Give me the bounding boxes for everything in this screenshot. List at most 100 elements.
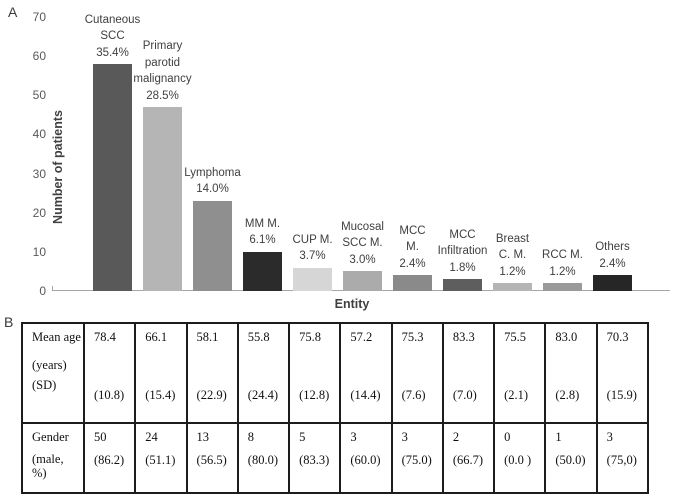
table-cell: 13 (56.5) xyxy=(185,422,239,494)
table-cell: 50 (86.2) xyxy=(82,422,137,494)
table-cell: 58.1 (22.9) xyxy=(185,322,239,424)
bar-chart: Number of patients Entity 0 10 20 30 40 50 60 7… xyxy=(32,10,670,311)
table-cell: 75.3 (7.6) xyxy=(390,322,444,424)
table-cell: 24 (51.1) xyxy=(134,422,188,494)
bar-label-line: 1.8% xyxy=(449,261,476,274)
cell-value: 8 xyxy=(247,430,255,444)
bar-label-line: RCC M. xyxy=(542,249,583,262)
cell-sub-value: (56.5) xyxy=(196,453,227,467)
bar xyxy=(493,283,532,291)
y-axis-tick-label: 60 xyxy=(32,49,46,64)
bar-label-line: MCC xyxy=(449,228,476,241)
bar-label: RCC M. 1.2% xyxy=(513,247,613,280)
bar-label-line: 28.5% xyxy=(146,89,179,102)
cell-value: 5 xyxy=(299,430,306,444)
cell-value: 3 xyxy=(350,430,357,444)
bar-label-line: Primary xyxy=(142,40,183,53)
table-cell: 0 (0.0 ) xyxy=(493,422,547,494)
bar-label-line: C. M. xyxy=(498,249,527,262)
table-cell: 1 (50.0) xyxy=(544,422,598,494)
table-row: Mean age (years) (SD) 78.4 (10.8) 66.1 (15.4) 5… xyxy=(21,322,650,424)
x-axis-origin-tick xyxy=(52,286,53,291)
bar xyxy=(143,107,182,291)
statistics-table: Mean age (years) (SD) 78.4 (10.8) 66.1 (15.4) 5… xyxy=(21,322,650,494)
bar-label-line: 1.2% xyxy=(549,265,576,278)
bar-label-line: 3.7% xyxy=(299,250,326,263)
cell-sub-value: (0.0 ) xyxy=(504,453,532,467)
table-row: Gender (male, %) 50 (86.2) 24 (51.1) 13 (56.5) 8… xyxy=(21,422,650,494)
cell-sub-value: (2.1) xyxy=(504,388,529,402)
bar-label-line: M. xyxy=(406,241,419,254)
bar-label-line: MCC xyxy=(399,224,426,237)
bar-label: Lymphoma 14.0% xyxy=(163,165,263,198)
cell-value: 75.5 xyxy=(504,330,526,344)
x-axis-title: Entity xyxy=(334,297,370,311)
cell-sub-value: (10.8) xyxy=(94,388,125,402)
cell-value: 24 xyxy=(145,430,158,444)
cell-value: 70.3 xyxy=(606,330,629,344)
table-cell: 5 (83.3) xyxy=(288,422,342,494)
bar xyxy=(343,271,382,291)
bar-label: Others 2.4% xyxy=(563,239,663,272)
bar-label-line: 1.2% xyxy=(499,265,526,278)
bar xyxy=(543,283,582,291)
cell-sub-value: (12.8) xyxy=(299,388,330,402)
bar xyxy=(593,275,632,291)
row-header-line: (years) xyxy=(32,358,67,372)
bar-label-line: Infiltration xyxy=(437,245,488,258)
table-cell: 3 (75.0) xyxy=(390,422,444,494)
row-header-line: (male, %) xyxy=(32,452,64,480)
cell-value: 0 xyxy=(504,430,511,444)
cell-sub-value: (2.8) xyxy=(555,388,580,402)
table-cell: 70.3 (15.9) xyxy=(595,322,650,424)
bar-label-line: 14.0% xyxy=(196,183,229,196)
cell-value: 1 xyxy=(555,430,562,444)
bar-label-line: malignancy xyxy=(133,73,192,86)
table-cell: 83.3 (7.0) xyxy=(441,322,496,424)
row-header-line: Mean age xyxy=(32,330,81,344)
bar-label-line: Mucosal xyxy=(341,220,384,233)
bar-label-line: Breast xyxy=(495,232,530,245)
panel-a-label: A xyxy=(8,4,18,20)
bar-label-line: 6.1% xyxy=(249,234,276,247)
bar xyxy=(193,200,232,291)
cell-sub-value: (75.0) xyxy=(401,453,432,467)
cell-value: 78.4 xyxy=(94,330,116,344)
cell-sub-value: (7.0) xyxy=(452,388,477,402)
bar-label-line: CUP M. xyxy=(292,233,333,246)
bar xyxy=(243,251,282,291)
panel-b-label: B xyxy=(4,314,14,330)
table-cell: 2 (66.7) xyxy=(441,422,496,494)
y-axis-tick-label: 20 xyxy=(32,205,46,220)
table-cell: 8 (80.0) xyxy=(236,422,291,494)
y-axis-tick-label: 50 xyxy=(32,88,46,103)
row-header-line: (SD) xyxy=(32,378,57,392)
bar-label-line: MM M. xyxy=(244,217,281,230)
bar xyxy=(443,279,482,291)
bar-label-line: 2.4% xyxy=(399,257,426,270)
bar xyxy=(393,275,432,291)
cell-sub-value: (24.4) xyxy=(247,388,278,402)
cell-sub-value: (15.4) xyxy=(145,388,176,402)
bar-label: Breast C. M. 1.2% xyxy=(463,231,563,281)
cell-value: 50 xyxy=(94,430,107,444)
bar-label: Primary parotid malignancy 28.5% xyxy=(113,38,213,104)
bar-label: Cutaneous SCC 35.4% xyxy=(63,12,163,62)
bar xyxy=(293,267,332,291)
row-header-cell: Gender (male, %) xyxy=(21,422,85,494)
bar-label-line: Lymphoma xyxy=(184,166,241,179)
bar-label-line: Cutaneous xyxy=(84,13,141,26)
y-axis-tick-label: 10 xyxy=(32,244,46,259)
cell-sub-value: (15.9) xyxy=(606,388,637,402)
cell-value: 3 xyxy=(606,430,613,444)
cell-value: 3 xyxy=(401,430,408,444)
bar-label-line: 3.0% xyxy=(349,253,376,266)
cell-value: 66.1 xyxy=(145,330,168,344)
table-cell: 55.8 (24.4) xyxy=(236,322,291,424)
cell-value: 75.8 xyxy=(299,330,321,344)
bar-label-line: 2.4% xyxy=(599,257,626,270)
table-cell: 78.4 (10.8) xyxy=(82,322,137,424)
bar-label-line: Others xyxy=(595,241,630,254)
table-cell: 75.8 (12.8) xyxy=(288,322,342,424)
cell-sub-value: (80.0) xyxy=(247,453,278,467)
